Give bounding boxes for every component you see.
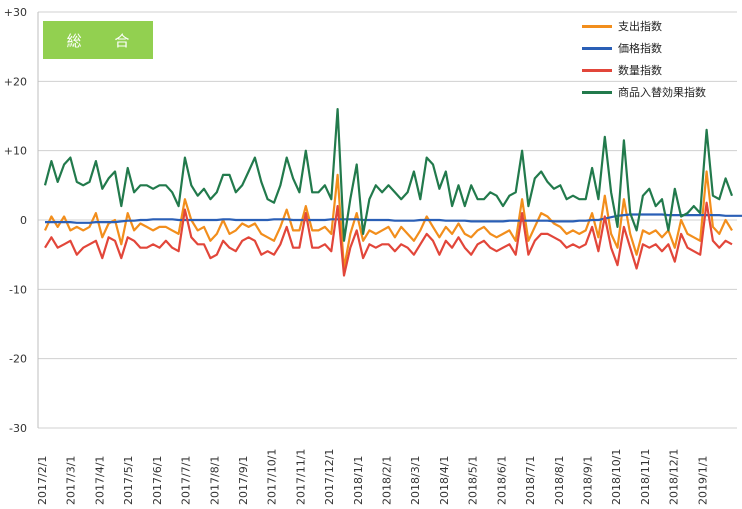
x-axis-labels: 2017/2/1 2017/3/1 2017/4/1 2017/5/1 2017/6/1… [36, 449, 709, 505]
x-tick-label: 2017/9/1 [237, 456, 250, 505]
legend-swatch [582, 46, 612, 50]
y-tick-label: -30 [9, 422, 27, 435]
x-tick-label: 2017/3/1 [65, 456, 78, 505]
x-tick-label: 2017/10/1 [266, 449, 279, 505]
x-tick-label: 2018/3/1 [409, 456, 422, 505]
x-tick-label: 2018/10/1 [610, 449, 623, 505]
legend-item: 数量指数 [582, 59, 706, 81]
x-tick-label: 2017/12/1 [323, 449, 336, 505]
y-tick-label: +20 [4, 75, 27, 88]
y-tick-label: +30 [4, 6, 27, 19]
series-lines [43, 107, 742, 277]
y-tick-label: -10 [9, 283, 27, 296]
x-tick-label: 2018/7/1 [524, 456, 537, 505]
x-tick-label: 2017/4/1 [93, 456, 106, 505]
legend-label: 数量指数 [618, 64, 662, 77]
series-line [43, 107, 734, 242]
legend-item: 価格指数 [582, 37, 706, 59]
y-tick-label: +10 [4, 145, 27, 158]
legend-label: 商品入替効果指数 [618, 86, 706, 99]
x-tick-label: 2017/6/1 [151, 456, 164, 505]
x-tick-label: 2017/2/1 [36, 456, 49, 505]
x-tick-label: 2017/8/1 [208, 456, 221, 505]
x-tick-label: 2017/11/1 [294, 449, 307, 505]
x-tick-label: 2017/5/1 [122, 456, 135, 505]
series-line [45, 213, 742, 224]
chart-title-badge: 総 合 [43, 21, 153, 59]
legend-item: 支出指数 [582, 15, 706, 37]
x-tick-label: 2018/9/1 [581, 456, 594, 505]
x-tick-label: 2018/6/1 [495, 456, 508, 505]
legend: 支出指数 価格指数 数量指数 商品入替効果指数 [582, 15, 706, 103]
x-tick-label: 2018/5/1 [467, 456, 480, 505]
chart-title: 総 合 [66, 31, 144, 50]
y-tick-label: -20 [9, 353, 27, 366]
legend-label: 価格指数 [618, 42, 662, 55]
series-line [44, 201, 733, 277]
legend-swatch [582, 24, 612, 28]
x-tick-label: 2018/2/1 [381, 456, 394, 505]
x-tick-label: 2018/1/1 [352, 456, 365, 505]
y-tick-label: 0 [20, 214, 27, 227]
x-tick-label: 2018/8/1 [553, 456, 566, 505]
x-tick-label: 2018/11/1 [639, 449, 652, 505]
legend-label: 支出指数 [618, 20, 662, 33]
legend-swatch [582, 90, 612, 94]
legend-swatch [582, 68, 612, 72]
y-axis-labels: +30 +20 +10 0 -10 -20 -30 [4, 6, 27, 435]
x-tick-label: 2018/4/1 [438, 456, 451, 505]
x-tick-label: 2018/12/1 [668, 449, 681, 505]
series-line [44, 170, 733, 270]
legend-item: 商品入替効果指数 [582, 81, 706, 103]
x-tick-label: 2019/1/1 [696, 456, 709, 505]
x-tick-label: 2017/7/1 [180, 456, 193, 505]
